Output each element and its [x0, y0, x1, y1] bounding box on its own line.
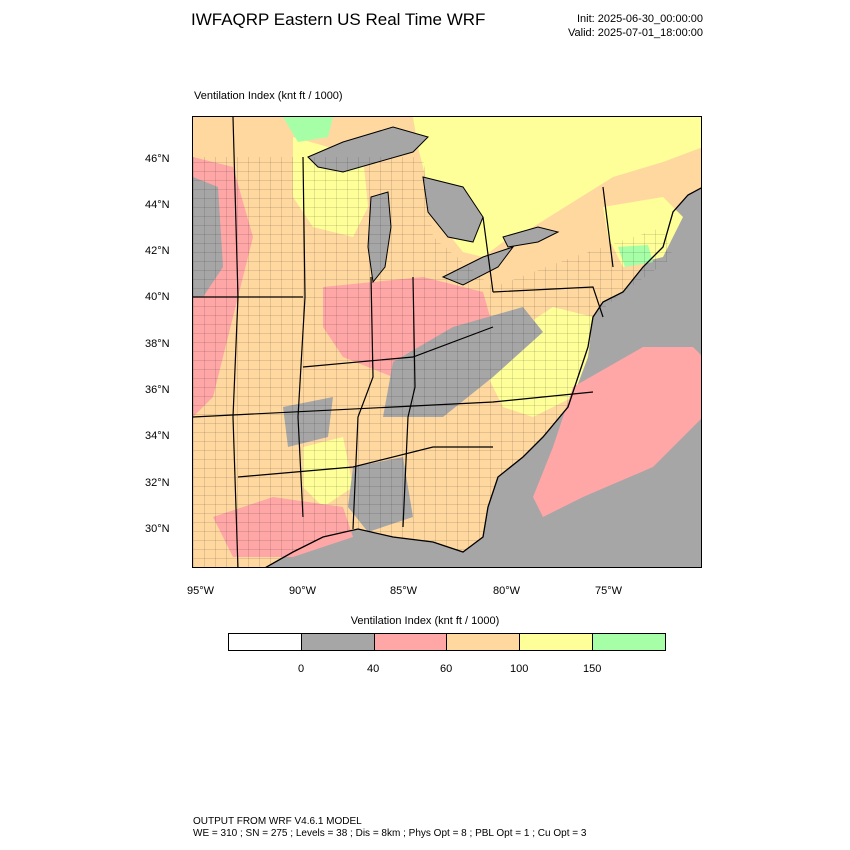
colorbar-segment-4 [520, 634, 594, 650]
lon-label-85: 85°W [390, 585, 418, 597]
map-svg [193, 117, 701, 567]
lat-label-38: 38°N [145, 338, 170, 350]
plot-title: IWFAQRP Eastern US Real Time WRF [191, 10, 486, 29]
lake-ontario [502, 226, 560, 248]
lat-label-34: 34°N [145, 430, 170, 442]
colorbar-tick-150: 150 [583, 663, 602, 675]
init-time: Init: 2025-06-30_00:00:00 [577, 13, 703, 25]
footer-model-line: OUTPUT FROM WRF V4.6.1 MODEL [193, 816, 362, 827]
colorbar-segment-0 [229, 634, 302, 650]
lon-label-95: 95°W [187, 585, 215, 597]
colorbar-label: Ventilation Index (knt ft / 1000) [350, 615, 500, 627]
lon-label-75: 75°W [595, 585, 623, 597]
map-field-label: Ventilation Index (knt ft / 1000) [194, 90, 343, 102]
colorbar-segment-5 [593, 634, 665, 650]
canada-land [413, 117, 701, 257]
colorbar [228, 633, 666, 651]
valid-time: Valid: 2025-07-01_18:00:00 [568, 27, 703, 39]
lat-label-42: 42°N [145, 245, 170, 257]
lat-label-30: 30°N [145, 523, 170, 535]
coastline [265, 187, 701, 567]
footer-config-line: WE = 310 ; SN = 275 ; Levels = 38 ; Dis … [193, 828, 587, 839]
colorbar-tick-60: 60 [440, 663, 453, 675]
lat-label-36: 36°N [145, 384, 170, 396]
lat-label-32: 32°N [145, 477, 170, 489]
lat-label-46: 46°N [145, 153, 170, 165]
lat-label-40: 40°N [145, 291, 170, 303]
colorbar-segment-2 [374, 634, 448, 650]
lat-label-44: 44°N [145, 199, 170, 211]
colorbar-segment-3 [447, 634, 521, 650]
lon-label-80: 80°W [493, 585, 521, 597]
green-patch-north [283, 117, 333, 142]
ventilation-index-map[interactable] [192, 116, 702, 568]
colorbar-tick-40: 40 [367, 663, 380, 675]
colorbar-tick-0: 0 [298, 663, 305, 675]
colorbar-tick-100: 100 [510, 663, 529, 675]
colorbar-segment-1 [301, 634, 375, 650]
pink-region-ocean [533, 347, 701, 517]
county-boundaries [193, 157, 673, 567]
state-boundaries [193, 117, 614, 567]
lon-label-90: 90°W [289, 585, 317, 597]
